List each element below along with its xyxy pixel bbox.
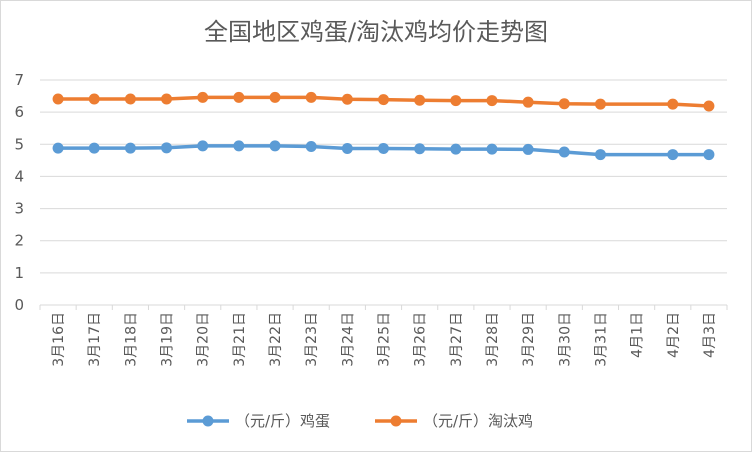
data-point	[233, 140, 245, 152]
data-point	[486, 143, 498, 155]
x-tick-label: 3月30日	[557, 312, 573, 367]
legend-label: （元/斤）鸡蛋	[235, 412, 330, 430]
x-tick-label: 3月26日	[413, 312, 429, 367]
data-point	[378, 94, 389, 106]
data-point	[414, 94, 426, 106]
data-point	[88, 93, 100, 105]
data-point	[341, 142, 353, 154]
data-point	[161, 93, 173, 105]
y-tick-label: 3	[14, 200, 24, 218]
data-point	[450, 95, 462, 107]
data-point	[486, 95, 498, 107]
x-tick-label: 3月22日	[268, 312, 284, 367]
x-tick-label: 4月1日	[630, 312, 646, 358]
y-tick-label: 7	[14, 71, 24, 89]
data-point	[378, 142, 389, 154]
x-tick-label: 3月19日	[160, 312, 176, 367]
x-axis-ticks: 3月16日 3月17日 3月18日 3月19日 3月20日 3月21日 3月22日 3月23日…	[51, 312, 718, 367]
data-point	[269, 140, 281, 152]
x-tick-label: 3月16日	[51, 312, 67, 367]
chart-title: 全国地区鸡蛋/淘汰鸡均价走势图	[203, 18, 549, 46]
data-point	[594, 149, 606, 161]
x-tick-label: 3月24日	[340, 312, 356, 367]
y-tick-label: 0	[14, 296, 24, 314]
data-point	[522, 143, 534, 155]
data-point	[233, 91, 245, 103]
data-point	[558, 98, 570, 110]
x-tick-label: 3月17日	[87, 312, 103, 367]
legend-item-1: （元/斤）淘汰鸡	[375, 412, 533, 430]
y-tick-label: 6	[14, 103, 24, 121]
x-tick-label: 3月18日	[123, 312, 139, 367]
series-1	[52, 91, 715, 112]
data-point	[88, 142, 100, 154]
data-point	[305, 91, 317, 103]
x-tick-label: 3月28日	[485, 312, 501, 367]
x-tick-label: 3月27日	[449, 312, 465, 367]
legend-label: （元/斤）淘汰鸡	[423, 412, 533, 430]
x-tick-label: 4月3日	[702, 312, 718, 358]
data-point	[667, 98, 679, 110]
legend-marker	[390, 415, 402, 427]
y-tick-label: 1	[14, 264, 24, 282]
y-tick-label: 2	[14, 232, 24, 250]
data-point	[703, 149, 715, 161]
y-tick-label: 5	[14, 135, 24, 153]
data-point	[305, 141, 317, 153]
y-axis-ticks: 0 1 2 3 4 5 6 7	[14, 71, 24, 314]
data-point	[197, 91, 209, 103]
legend-marker	[202, 415, 214, 427]
data-point	[667, 149, 679, 161]
x-tick-label: 3月21日	[232, 312, 248, 367]
data-point	[703, 100, 715, 112]
y-tick-label: 4	[14, 167, 24, 185]
x-tick-label: 3月29日	[521, 312, 537, 367]
x-tick-label: 3月31日	[593, 312, 609, 367]
x-tick-label: 4月2日	[666, 312, 682, 358]
series-line-0	[58, 144, 709, 157]
data-point	[124, 93, 136, 105]
gridlines	[39, 79, 728, 310]
data-point	[52, 93, 64, 105]
data-point	[450, 143, 462, 155]
x-tick-label: 3月23日	[304, 312, 320, 367]
legend: （元/斤）鸡蛋 （元/斤）淘汰鸡	[187, 412, 533, 430]
legend-item-0: （元/斤）鸡蛋	[187, 412, 330, 430]
data-point	[341, 93, 353, 105]
x-tick-label: 3月25日	[377, 312, 393, 367]
data-point	[594, 98, 606, 110]
data-point	[161, 142, 173, 154]
data-point	[522, 96, 534, 108]
data-point	[269, 91, 281, 103]
data-point	[197, 140, 209, 152]
data-point	[558, 146, 570, 158]
data-point	[52, 142, 64, 154]
x-tick-label: 3月20日	[196, 312, 212, 367]
data-point	[414, 143, 426, 155]
series-lines	[52, 91, 715, 161]
data-point	[124, 142, 136, 154]
series-line-1	[58, 95, 709, 108]
series-0	[52, 140, 715, 161]
